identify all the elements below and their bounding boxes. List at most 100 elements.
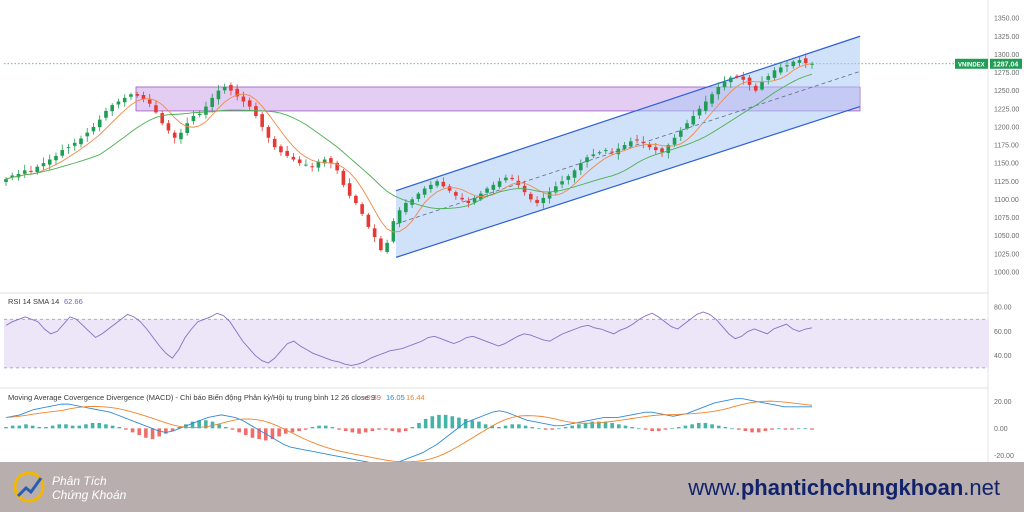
candle-body bbox=[735, 75, 739, 77]
brand-name-line2: Chứng Khoán bbox=[52, 488, 127, 502]
macd-histogram-bar bbox=[157, 428, 162, 437]
macd-histogram-bar bbox=[317, 425, 321, 429]
candle-body bbox=[716, 87, 721, 95]
candle-body bbox=[797, 60, 802, 63]
candle-body bbox=[122, 97, 127, 103]
macd-histogram-bar bbox=[743, 428, 748, 432]
macd-histogram-bar bbox=[417, 422, 421, 429]
macd-histogram-bar bbox=[117, 427, 122, 429]
macd-value-macd: 16.05 bbox=[386, 393, 405, 402]
price-tick-label: 1100.00 bbox=[994, 197, 1019, 204]
candle-body bbox=[741, 76, 746, 80]
rsi-tick-label: 40.00 bbox=[994, 353, 1012, 360]
macd-histogram-bar bbox=[30, 425, 35, 429]
macd-histogram-bar bbox=[430, 416, 435, 429]
macd-histogram-bar bbox=[543, 428, 548, 430]
macd-line bbox=[5, 398, 812, 462]
macd-histogram-bar bbox=[230, 428, 235, 430]
macd-histogram-bar bbox=[70, 425, 75, 429]
candle-body bbox=[197, 113, 202, 116]
macd-histogram-bar bbox=[537, 428, 541, 430]
candle-body bbox=[778, 67, 783, 73]
site-url-link[interactable]: www.phantichchungkhoan.net bbox=[688, 475, 1000, 500]
price-pane: 1350.00 1325.00 1300.00 1275.00 1250.00 1225.… bbox=[4, 0, 1022, 462]
price-tick-label: 1075.00 bbox=[994, 215, 1019, 222]
macd-histogram-bar bbox=[630, 427, 634, 429]
candle-body bbox=[47, 159, 52, 165]
macd-histogram-bar bbox=[483, 424, 488, 429]
macd-histogram-bar bbox=[623, 425, 628, 429]
candle-body bbox=[653, 147, 658, 151]
macd-pane: Moving Average Covergence Divergence (MA… bbox=[0, 387, 1014, 462]
candle-body bbox=[572, 170, 577, 178]
macd-histogram-bar bbox=[224, 427, 228, 429]
macd-histogram-bar bbox=[323, 425, 328, 429]
candle-body bbox=[472, 197, 477, 203]
candle-body bbox=[179, 132, 183, 140]
candle-body bbox=[147, 99, 152, 104]
candle-body bbox=[397, 210, 402, 224]
candle-body bbox=[129, 94, 133, 97]
last-price-tag bbox=[990, 58, 1022, 69]
macd-histogram-bar bbox=[790, 428, 794, 430]
candle-body bbox=[54, 155, 58, 161]
macd-histogram-bar bbox=[423, 418, 428, 429]
macd-histogram-bar bbox=[810, 428, 814, 430]
macd-histogram-bar bbox=[37, 427, 42, 429]
candle-body bbox=[10, 175, 15, 178]
candle-body bbox=[304, 164, 308, 166]
macd-histogram-bar bbox=[696, 422, 701, 429]
macd-histogram-bar bbox=[570, 425, 574, 429]
candle-body bbox=[591, 154, 596, 157]
candle-body bbox=[104, 110, 108, 118]
macd-histogram-bar bbox=[497, 427, 501, 429]
price-tick-label: 1175.00 bbox=[994, 143, 1019, 150]
candle-body bbox=[97, 119, 102, 128]
macd-histogram-bar bbox=[563, 427, 568, 429]
candle-body bbox=[685, 123, 689, 129]
macd-histogram-bar bbox=[523, 425, 528, 429]
candle-body bbox=[322, 159, 327, 164]
last-price-tag-label: 1287.04 bbox=[993, 61, 1018, 68]
macd-histogram-bar bbox=[204, 420, 208, 429]
candle-body bbox=[497, 181, 502, 187]
macd-histogram-bar bbox=[357, 428, 361, 434]
trend-channel-fill bbox=[396, 36, 860, 258]
candle-body bbox=[585, 157, 589, 163]
candle-body bbox=[672, 137, 677, 145]
macd-histogram-bar bbox=[150, 428, 155, 440]
macd-histogram-bar bbox=[197, 420, 201, 429]
candle-body bbox=[604, 150, 608, 152]
candle-body bbox=[4, 179, 8, 182]
candle-body bbox=[116, 101, 121, 105]
macd-histogram-bar bbox=[763, 428, 768, 432]
macd-histogram-bar bbox=[283, 428, 288, 434]
macd-histogram-bar bbox=[583, 422, 588, 429]
symbol-tag-label: VNINDEX bbox=[958, 62, 985, 68]
candle-body bbox=[635, 139, 639, 141]
candle-body bbox=[72, 142, 77, 146]
rsi-band bbox=[4, 319, 989, 368]
price-tick-label: 1200.00 bbox=[994, 124, 1019, 131]
macd-histogram-bar bbox=[770, 428, 774, 430]
candle-body bbox=[760, 81, 764, 90]
macd-histogram-bar bbox=[510, 424, 515, 429]
candle-body bbox=[154, 105, 158, 113]
candle-body bbox=[141, 95, 146, 100]
macd-histogram-bar bbox=[297, 428, 301, 432]
candle-body bbox=[703, 101, 708, 111]
candle-body bbox=[79, 138, 83, 145]
macd-histogram-bar bbox=[237, 428, 241, 433]
channel-lower-line bbox=[395, 106, 861, 258]
macd-histogram-bar bbox=[397, 428, 401, 433]
macd-histogram-bar bbox=[84, 424, 88, 429]
candle-body bbox=[260, 114, 264, 127]
candle-body bbox=[710, 94, 714, 104]
candle-body bbox=[728, 77, 733, 83]
macd-histogram-bar bbox=[457, 417, 461, 429]
macd-signal-line bbox=[5, 400, 813, 462]
candle-body bbox=[554, 186, 558, 193]
rsi-pane: RSI 14 SMA 14 62.66 80.00 60.00 40.00 bbox=[0, 292, 1012, 369]
candle-body bbox=[616, 148, 621, 155]
candle-body bbox=[341, 170, 346, 185]
